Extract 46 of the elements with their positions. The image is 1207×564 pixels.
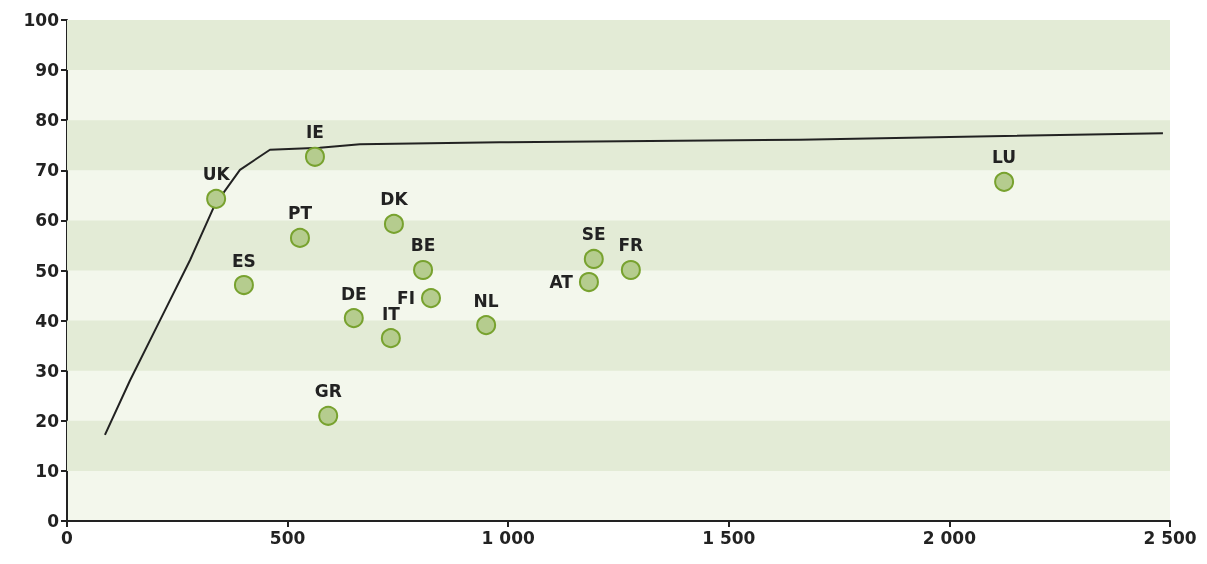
data-label: SE [581, 224, 606, 245]
data-label: AT [549, 272, 574, 293]
data-label: LU [992, 147, 1017, 168]
y-tick-label: 70 [35, 160, 60, 181]
y-tick-label: 10 [35, 460, 60, 481]
point [380, 328, 401, 349]
data-label: FR [618, 235, 644, 256]
x-tick-label: 1 500 [702, 527, 756, 548]
y-tick-label: 20 [35, 410, 60, 431]
x-tick-label: 2 000 [922, 527, 977, 548]
data-label: GR [314, 381, 342, 402]
data-label: IE [305, 122, 324, 143]
data-label: IT [381, 303, 401, 324]
data-label: NL [473, 290, 499, 311]
data-label: UK [202, 164, 231, 185]
y-tick-label: 50 [35, 260, 60, 281]
point [620, 260, 641, 280]
point [383, 213, 404, 234]
point [583, 248, 604, 269]
point [476, 315, 497, 336]
point [304, 146, 325, 167]
y-tick-label: 30 [35, 360, 60, 381]
point [421, 288, 441, 309]
data-label: BE [410, 235, 436, 256]
x-tick-label: 1 000 [481, 527, 535, 548]
point [578, 272, 599, 293]
x-tick-label: 0 [61, 527, 74, 548]
y-tick-label: 60 [35, 210, 60, 231]
point [206, 188, 227, 209]
y-tick-label: 80 [35, 110, 60, 131]
point [289, 227, 310, 248]
point [318, 405, 339, 426]
point [233, 275, 254, 296]
x-tick-label: 2 500 [1143, 527, 1197, 548]
point [413, 260, 434, 280]
y-tick-label: 100 [23, 10, 60, 30]
data-label: DK [380, 189, 409, 210]
point [994, 171, 1015, 192]
y-tick-label: 0 [47, 511, 60, 531]
data-label: DE [340, 283, 367, 304]
x-tick-label: 500 [269, 527, 306, 548]
data-label: ES [231, 250, 256, 271]
y-tick-label: 90 [35, 60, 60, 81]
point [343, 308, 364, 329]
data-label: PT [287, 203, 313, 224]
y-tick-label: 40 [35, 310, 60, 331]
